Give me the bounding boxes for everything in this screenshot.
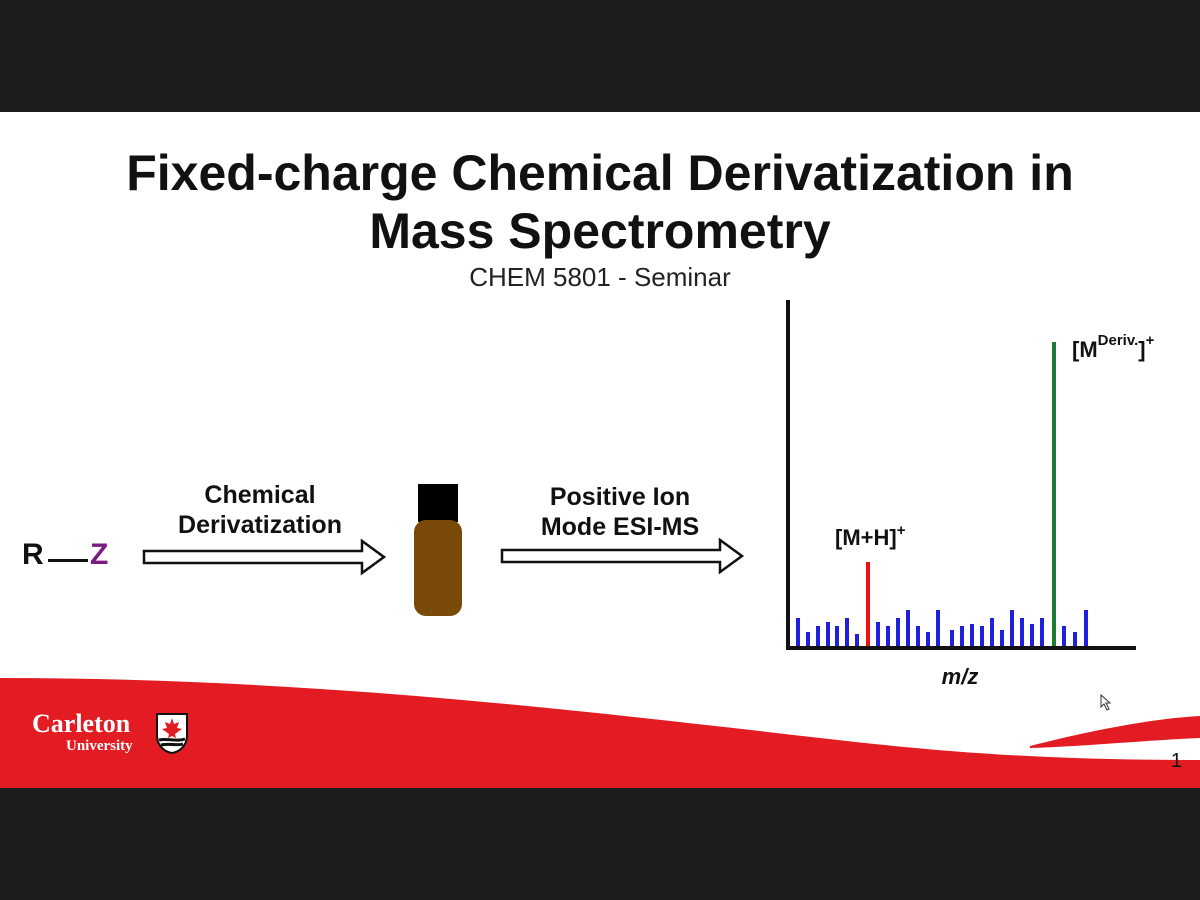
step1-line2: Derivatization — [178, 511, 342, 539]
logo-name: Carleton — [32, 709, 131, 738]
step2-line2: Mode ESI-MS — [540, 513, 700, 541]
mouse-cursor-icon — [1100, 694, 1112, 711]
logo-sub: University — [66, 738, 133, 754]
step1-line1: Chemical — [204, 481, 316, 509]
peak-deriv-label: [MDeriv.]+ — [1072, 332, 1155, 362]
peak-mh-label: [M+H]+ — [835, 522, 906, 550]
z-group-label: Z — [90, 538, 109, 571]
bond-line — [48, 559, 88, 562]
slide-title-line2: Mass Spectrometry — [369, 203, 831, 259]
step2-label: Positive Ion Mode ESI-MS — [505, 482, 735, 542]
step2-line1: Positive Ion — [549, 483, 691, 511]
step1-label: Chemical Derivatization — [140, 480, 380, 540]
slide-number: 1 — [1170, 750, 1182, 772]
peaks-group — [796, 342, 1088, 646]
footer-wave — [0, 678, 1200, 788]
slide-title-line1: Fixed-charge Chemical Derivatization in — [126, 145, 1074, 201]
mass-spectrum: [M+H]+ [MDeriv.]+ m/z — [786, 300, 1155, 689]
x-axis-label: m/z — [942, 664, 979, 689]
slide: Fixed-charge Chemical Derivatization in … — [0, 112, 1200, 788]
r-group-label: R — [22, 538, 44, 571]
vial-icon — [414, 484, 462, 616]
slide-subtitle: CHEM 5801 - Seminar — [469, 262, 731, 292]
maple-leaf-shield-icon — [156, 713, 188, 754]
carleton-logo: Carleton University — [32, 710, 133, 755]
arrow-step2 — [500, 537, 745, 575]
arrow-step1 — [142, 538, 387, 576]
